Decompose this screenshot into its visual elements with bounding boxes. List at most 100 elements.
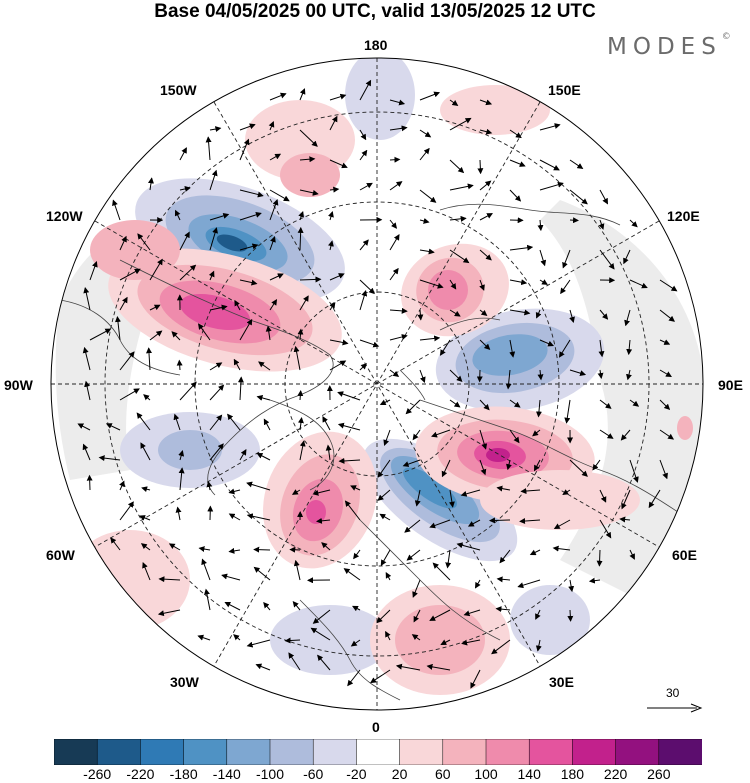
wind-vector <box>479 180 492 191</box>
wind-vector <box>389 125 408 132</box>
wind-vector <box>208 270 215 281</box>
wind-vector <box>405 399 421 415</box>
wind-vector <box>449 215 467 222</box>
wind-vector <box>535 399 542 418</box>
wind-vector <box>659 399 671 411</box>
wind-vector <box>142 561 151 581</box>
wind-vector <box>449 399 461 408</box>
wind-vector <box>429 609 451 621</box>
wind-vector <box>624 309 631 327</box>
colorbar-tick-label: -100 <box>255 766 285 782</box>
wind-vector <box>432 562 451 581</box>
wind-vector <box>239 449 247 461</box>
wind-vector <box>569 369 587 377</box>
wind-vector <box>256 395 271 401</box>
wind-vector <box>629 399 640 407</box>
wind-vector <box>659 459 668 480</box>
wind-vector <box>297 226 304 251</box>
wind-vector <box>298 210 305 221</box>
wind-vector <box>268 120 275 131</box>
wind-vector <box>489 517 511 524</box>
colorbar-cell <box>312 739 357 765</box>
wind-vector <box>179 186 191 192</box>
wind-vector <box>140 543 151 551</box>
lon-label-30w: 30W <box>170 674 199 690</box>
wind-vector <box>89 260 98 281</box>
wind-vector <box>414 489 421 507</box>
wind-vector <box>592 459 601 471</box>
wind-vector <box>359 279 375 295</box>
colorbar-cell <box>269 739 314 765</box>
wind-vector <box>253 566 271 581</box>
wind-vector <box>509 399 521 408</box>
wind-vector <box>599 519 612 539</box>
wind-vector <box>499 549 511 564</box>
wind-vector <box>209 414 223 431</box>
wind-vector <box>479 339 491 350</box>
wind-vector <box>325 444 332 461</box>
wind-vector <box>496 576 511 583</box>
wind-vector <box>114 316 121 341</box>
wind-vector <box>157 609 181 617</box>
wind-vector <box>359 339 380 348</box>
wind-vector <box>197 634 211 641</box>
wind-vector <box>299 88 306 101</box>
wind-vector <box>89 328 112 341</box>
wind-vector <box>179 381 197 401</box>
wind-vector <box>328 240 334 251</box>
lon-label-120w: 120W <box>46 208 83 224</box>
wind-vector <box>178 450 185 461</box>
wind-vector <box>269 92 287 101</box>
wind-vector <box>389 307 408 314</box>
wind-vector <box>380 549 391 566</box>
wind-vector <box>337 422 361 431</box>
wind-vector <box>269 273 284 281</box>
wind-vector <box>629 459 639 483</box>
wind-vector <box>448 489 455 508</box>
wind-vector <box>509 279 528 286</box>
wind-vector <box>495 606 511 613</box>
wind-vector <box>204 588 211 611</box>
wind-vector <box>297 390 304 401</box>
wind-vector <box>449 159 465 174</box>
wind-vector <box>205 136 212 161</box>
wind-vector <box>599 399 612 409</box>
wind-vector <box>321 542 331 551</box>
lon-label-90e: 90E <box>718 377 743 393</box>
wind-vector <box>377 489 391 501</box>
wind-vector <box>291 489 301 495</box>
wind-vector <box>412 429 421 441</box>
colorbar-cell <box>183 739 228 765</box>
wind-vector <box>112 199 121 221</box>
wind-vector <box>239 279 258 286</box>
wind-vector <box>520 488 541 495</box>
wind-vector <box>461 639 481 646</box>
wind-vector <box>404 519 421 533</box>
wind-vector <box>599 429 614 439</box>
wind-vector <box>509 244 534 251</box>
wind-vector <box>419 369 426 384</box>
wind-vector <box>209 362 223 371</box>
wind-vector <box>201 558 211 581</box>
wind-vector <box>246 513 271 521</box>
wind-vector <box>449 309 461 317</box>
wind-vector <box>209 212 230 221</box>
wind-vector <box>439 339 451 356</box>
wind-vector <box>119 235 127 251</box>
colorbar-tick-label: -220 <box>126 766 155 782</box>
wind-vector <box>137 233 151 251</box>
wind-vector <box>253 546 271 553</box>
wind-vector <box>77 423 91 431</box>
colorbar-tick-label: 60 <box>435 766 451 782</box>
wind-vector <box>359 149 368 161</box>
wind-vector <box>224 601 241 611</box>
wind-vector <box>479 99 493 106</box>
colorbar-cell <box>442 739 487 765</box>
wind-vector <box>209 227 218 251</box>
wind-vector <box>539 249 547 267</box>
wind-vector <box>328 211 334 221</box>
wind-vector <box>389 267 399 281</box>
colorbar-tick-label: -140 <box>212 766 241 782</box>
wind-vector <box>539 339 555 347</box>
wind-vector <box>329 159 348 169</box>
